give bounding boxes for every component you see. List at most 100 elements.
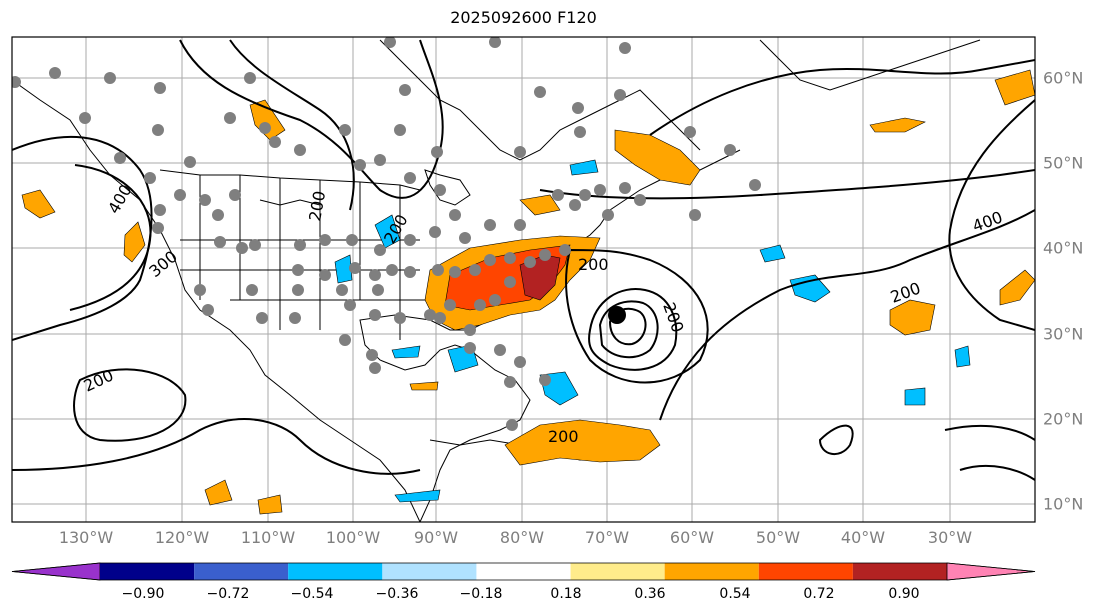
station-marker xyxy=(572,102,584,114)
station-marker xyxy=(489,294,501,306)
station-marker xyxy=(184,156,196,168)
station-marker xyxy=(569,199,581,211)
station-marker xyxy=(619,182,631,194)
lat-label: 20°N xyxy=(1043,409,1084,429)
station-marker xyxy=(49,67,61,79)
colorbar-segment xyxy=(476,563,571,580)
lat-label: 40°N xyxy=(1043,238,1084,258)
colorbar-extend-min xyxy=(11,562,101,581)
station-marker xyxy=(404,172,416,184)
station-marker xyxy=(319,269,331,281)
station-marker xyxy=(434,312,446,324)
station-marker xyxy=(374,244,386,256)
lon-label: 40°W xyxy=(840,528,886,547)
station-marker xyxy=(449,209,461,221)
colorbar xyxy=(11,562,1036,581)
colorbar-tick-label: −0.72 xyxy=(206,586,250,602)
station-marker xyxy=(484,219,496,231)
station-marker xyxy=(339,334,351,346)
station-marker xyxy=(574,126,586,138)
station-marker xyxy=(484,254,496,266)
station-marker xyxy=(464,324,476,336)
station-marker xyxy=(494,344,506,356)
station-marker xyxy=(539,374,551,386)
station-marker xyxy=(614,89,626,101)
colorbar-segment xyxy=(194,563,289,580)
station-marker xyxy=(459,232,471,244)
station-marker xyxy=(79,112,91,124)
lat-label: 50°N xyxy=(1043,153,1084,173)
station-marker xyxy=(349,262,361,274)
station-marker xyxy=(152,222,164,234)
station-marker xyxy=(399,84,411,96)
station-marker xyxy=(384,37,396,48)
station-marker xyxy=(236,242,248,254)
station-marker xyxy=(394,312,406,324)
contour-label: 200 xyxy=(659,300,687,335)
station-marker xyxy=(104,72,116,84)
station-marker xyxy=(256,312,268,324)
station-marker xyxy=(489,37,501,48)
colorbar-tick-label: 0.90 xyxy=(888,586,920,602)
station-marker xyxy=(294,239,306,251)
station-marker xyxy=(199,194,211,206)
station-marker xyxy=(174,189,186,201)
station-marker xyxy=(249,239,261,251)
station-marker xyxy=(259,122,271,134)
station-marker xyxy=(144,172,156,184)
lon-label: 90°W xyxy=(413,528,459,547)
colorbar-outline xyxy=(11,562,1036,581)
contour-label: 200 xyxy=(305,189,329,222)
lon-label: 100°W xyxy=(325,528,381,547)
station-marker xyxy=(229,189,241,201)
station-marker xyxy=(524,256,536,268)
lat-label: 60°N xyxy=(1043,68,1084,88)
station-marker xyxy=(269,136,281,148)
lon-label: 80°W xyxy=(499,528,545,547)
station-marker xyxy=(369,309,381,321)
station-marker xyxy=(504,276,516,288)
colorbar-segment xyxy=(382,563,477,580)
map-frame xyxy=(11,36,1036,523)
station-marker xyxy=(366,349,378,361)
station-marker xyxy=(514,219,526,231)
station-marker xyxy=(152,124,164,136)
lon-label: 50°W xyxy=(755,528,801,547)
station-marker xyxy=(444,299,456,311)
station-marker xyxy=(684,126,696,138)
station-marker xyxy=(434,184,446,196)
contour-label: 400 xyxy=(104,181,136,217)
colorbar-tick-label: 0.36 xyxy=(634,586,666,602)
station-marker xyxy=(749,179,761,191)
station-marker xyxy=(224,112,236,124)
colorbar-tick-label: −0.18 xyxy=(459,586,503,602)
station-marker xyxy=(12,76,21,88)
station-marker xyxy=(594,184,606,196)
station-marker xyxy=(559,244,571,256)
station-marker xyxy=(386,264,398,276)
station-marker xyxy=(339,124,351,136)
contour-label: 300 xyxy=(145,247,181,281)
station-marker xyxy=(724,144,736,156)
station-marker xyxy=(354,159,366,171)
colorbar-extend-max xyxy=(946,562,1036,581)
lon-label: 60°W xyxy=(669,528,715,547)
colorbar-tick-label: −0.36 xyxy=(375,586,419,602)
station-marker xyxy=(449,266,461,278)
contour-label: 400 xyxy=(970,207,1005,235)
station-marker xyxy=(369,269,381,281)
station-marker xyxy=(464,342,476,354)
shaded-fields xyxy=(21,69,1035,515)
lat-label: 30°N xyxy=(1043,324,1084,344)
station-marker xyxy=(504,376,516,388)
storm-center-marker xyxy=(608,306,626,324)
station-marker xyxy=(394,124,406,136)
station-marker xyxy=(534,86,546,98)
station-marker xyxy=(514,356,526,368)
station-marker xyxy=(552,189,564,201)
colorbar-tick-label: 0.54 xyxy=(719,586,751,602)
lon-label: 110°W xyxy=(240,528,296,547)
contour-label: 200 xyxy=(578,255,609,274)
station-marker xyxy=(369,362,381,374)
